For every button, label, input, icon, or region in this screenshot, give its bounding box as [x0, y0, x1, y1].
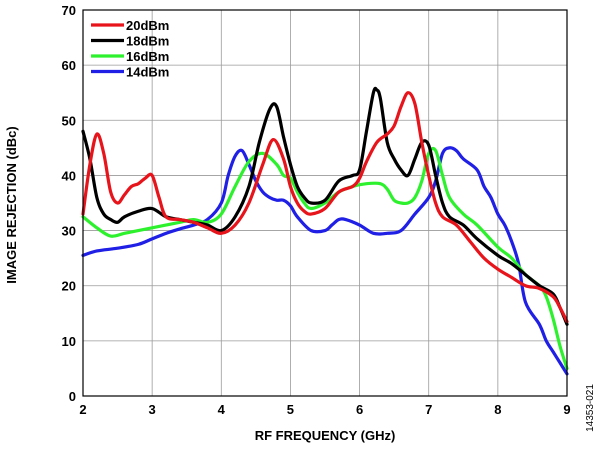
tick-layer: 2 3 4 5 6 7 8 9 0 10 20 30 40 50 60 70 — [62, 3, 571, 417]
legend-label-16dBm: 16dBm — [126, 49, 169, 64]
x-tick-label: 8 — [494, 402, 501, 417]
y-tick-label: 60 — [62, 58, 76, 73]
y-tick-label: 0 — [69, 389, 76, 404]
x-axis-label: RF FREQUENCY (GHz) — [255, 428, 396, 443]
legend-label-14dBm: 14dBm — [126, 65, 169, 80]
grid-layer — [82, 9, 568, 397]
y-tick-label: 20 — [62, 279, 76, 294]
y-tick-label: 70 — [62, 3, 76, 18]
figure-id: 14353-021 — [585, 384, 596, 432]
series-layer — [81, 86, 569, 376]
y-tick-label: 40 — [62, 168, 76, 183]
y-tick-label: 30 — [62, 224, 76, 239]
series-line-14dBm — [81, 146, 569, 376]
x-tick-label: 7 — [425, 402, 432, 417]
plot-frame — [82, 9, 568, 397]
legend-label-18dBm: 18dBm — [126, 34, 169, 49]
y-tick-label: 50 — [62, 113, 76, 128]
x-tick-label: 9 — [563, 402, 570, 417]
y-tick-label: 10 — [62, 334, 76, 349]
x-tick-label: 3 — [149, 402, 156, 417]
x-tick-label: 2 — [79, 402, 86, 417]
y-axis-label: IMAGE REJECTION (dBc) — [4, 126, 19, 283]
series-line-18dBm — [81, 86, 569, 326]
x-tick-label: 5 — [287, 402, 294, 417]
series-line-20dBm — [81, 91, 569, 324]
x-tick-label: 4 — [218, 402, 226, 417]
x-tick-label: 6 — [356, 402, 363, 417]
legend-label-20dBm: 20dBm — [126, 18, 169, 33]
